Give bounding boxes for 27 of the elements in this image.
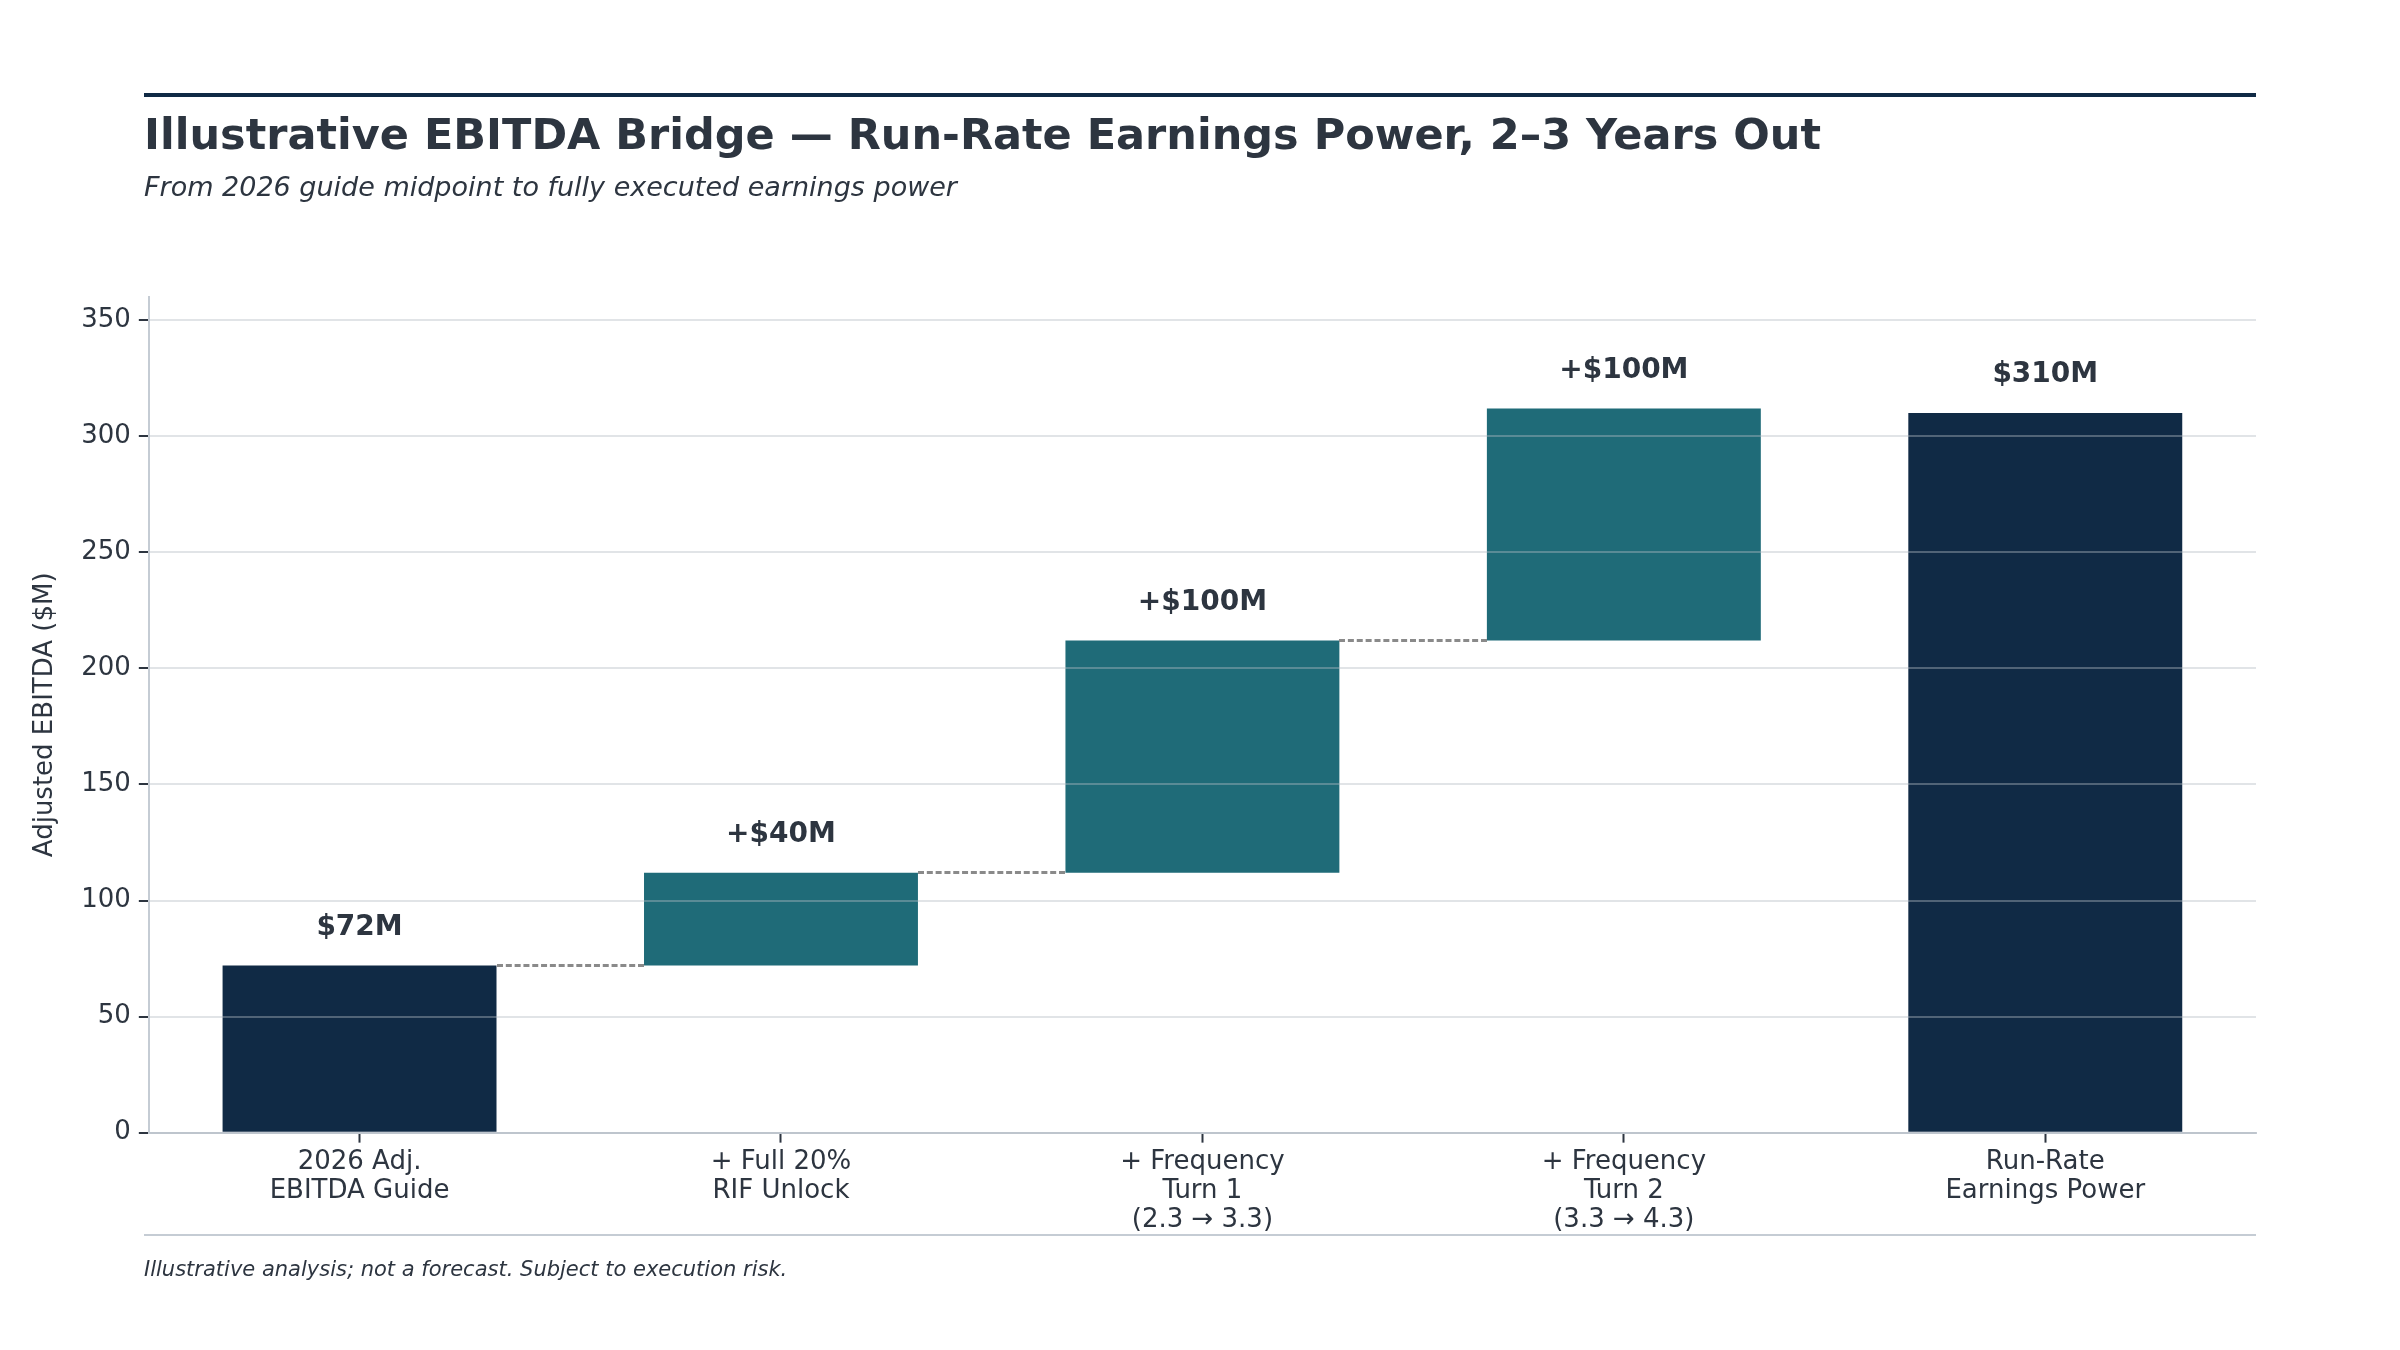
- data-label: +$100M: [1559, 351, 1689, 385]
- x-tick-label: + Frequency Turn 2 (3.3 → 4.3): [1541, 1144, 1707, 1234]
- bar: [1908, 413, 2183, 1132]
- y-tick-label: 0: [114, 1115, 131, 1146]
- y-tick-label: 350: [81, 302, 131, 333]
- x-tick-label: 2026 Adj. EBITDA Guide: [269, 1144, 450, 1205]
- bar: [1065, 640, 1340, 873]
- data-label: +$40M: [726, 815, 836, 849]
- x-tick-label: + Frequency Turn 1 (2.3 → 3.3): [1120, 1144, 1285, 1234]
- bar: [1486, 408, 1761, 641]
- data-label: $72M: [316, 908, 403, 942]
- y-tick-label: 100: [81, 883, 131, 914]
- y-tick-label: 300: [81, 419, 131, 450]
- x-tick-label: + Full 20% RIF Unlock: [710, 1144, 852, 1205]
- bar: [222, 965, 497, 1132]
- chart-subtitle: From 2026 guide midpoint to fully executed earnings power: [144, 170, 957, 204]
- x-tick-label: Run-Rate Earnings Power: [1945, 1144, 2146, 1205]
- text: Illustrative analysis; not a forecast. Subject to execution risk.: [144, 1256, 788, 1283]
- y-tick-label: 250: [81, 535, 131, 566]
- y-axis-title: Adjusted EBITDA ($M): [28, 572, 59, 858]
- y-tick-label: 150: [81, 767, 131, 798]
- data-label: $310M: [1992, 356, 2099, 390]
- bar: [644, 872, 918, 966]
- data-label: +$100M: [1137, 583, 1268, 617]
- chart-title: Illustrative EBITDA Bridge — Run-Rate Earnings Power, 2–3 Years Out: [144, 108, 1821, 160]
- y-tick-label: 50: [97, 999, 131, 1030]
- y-tick-label: 200: [81, 651, 131, 682]
